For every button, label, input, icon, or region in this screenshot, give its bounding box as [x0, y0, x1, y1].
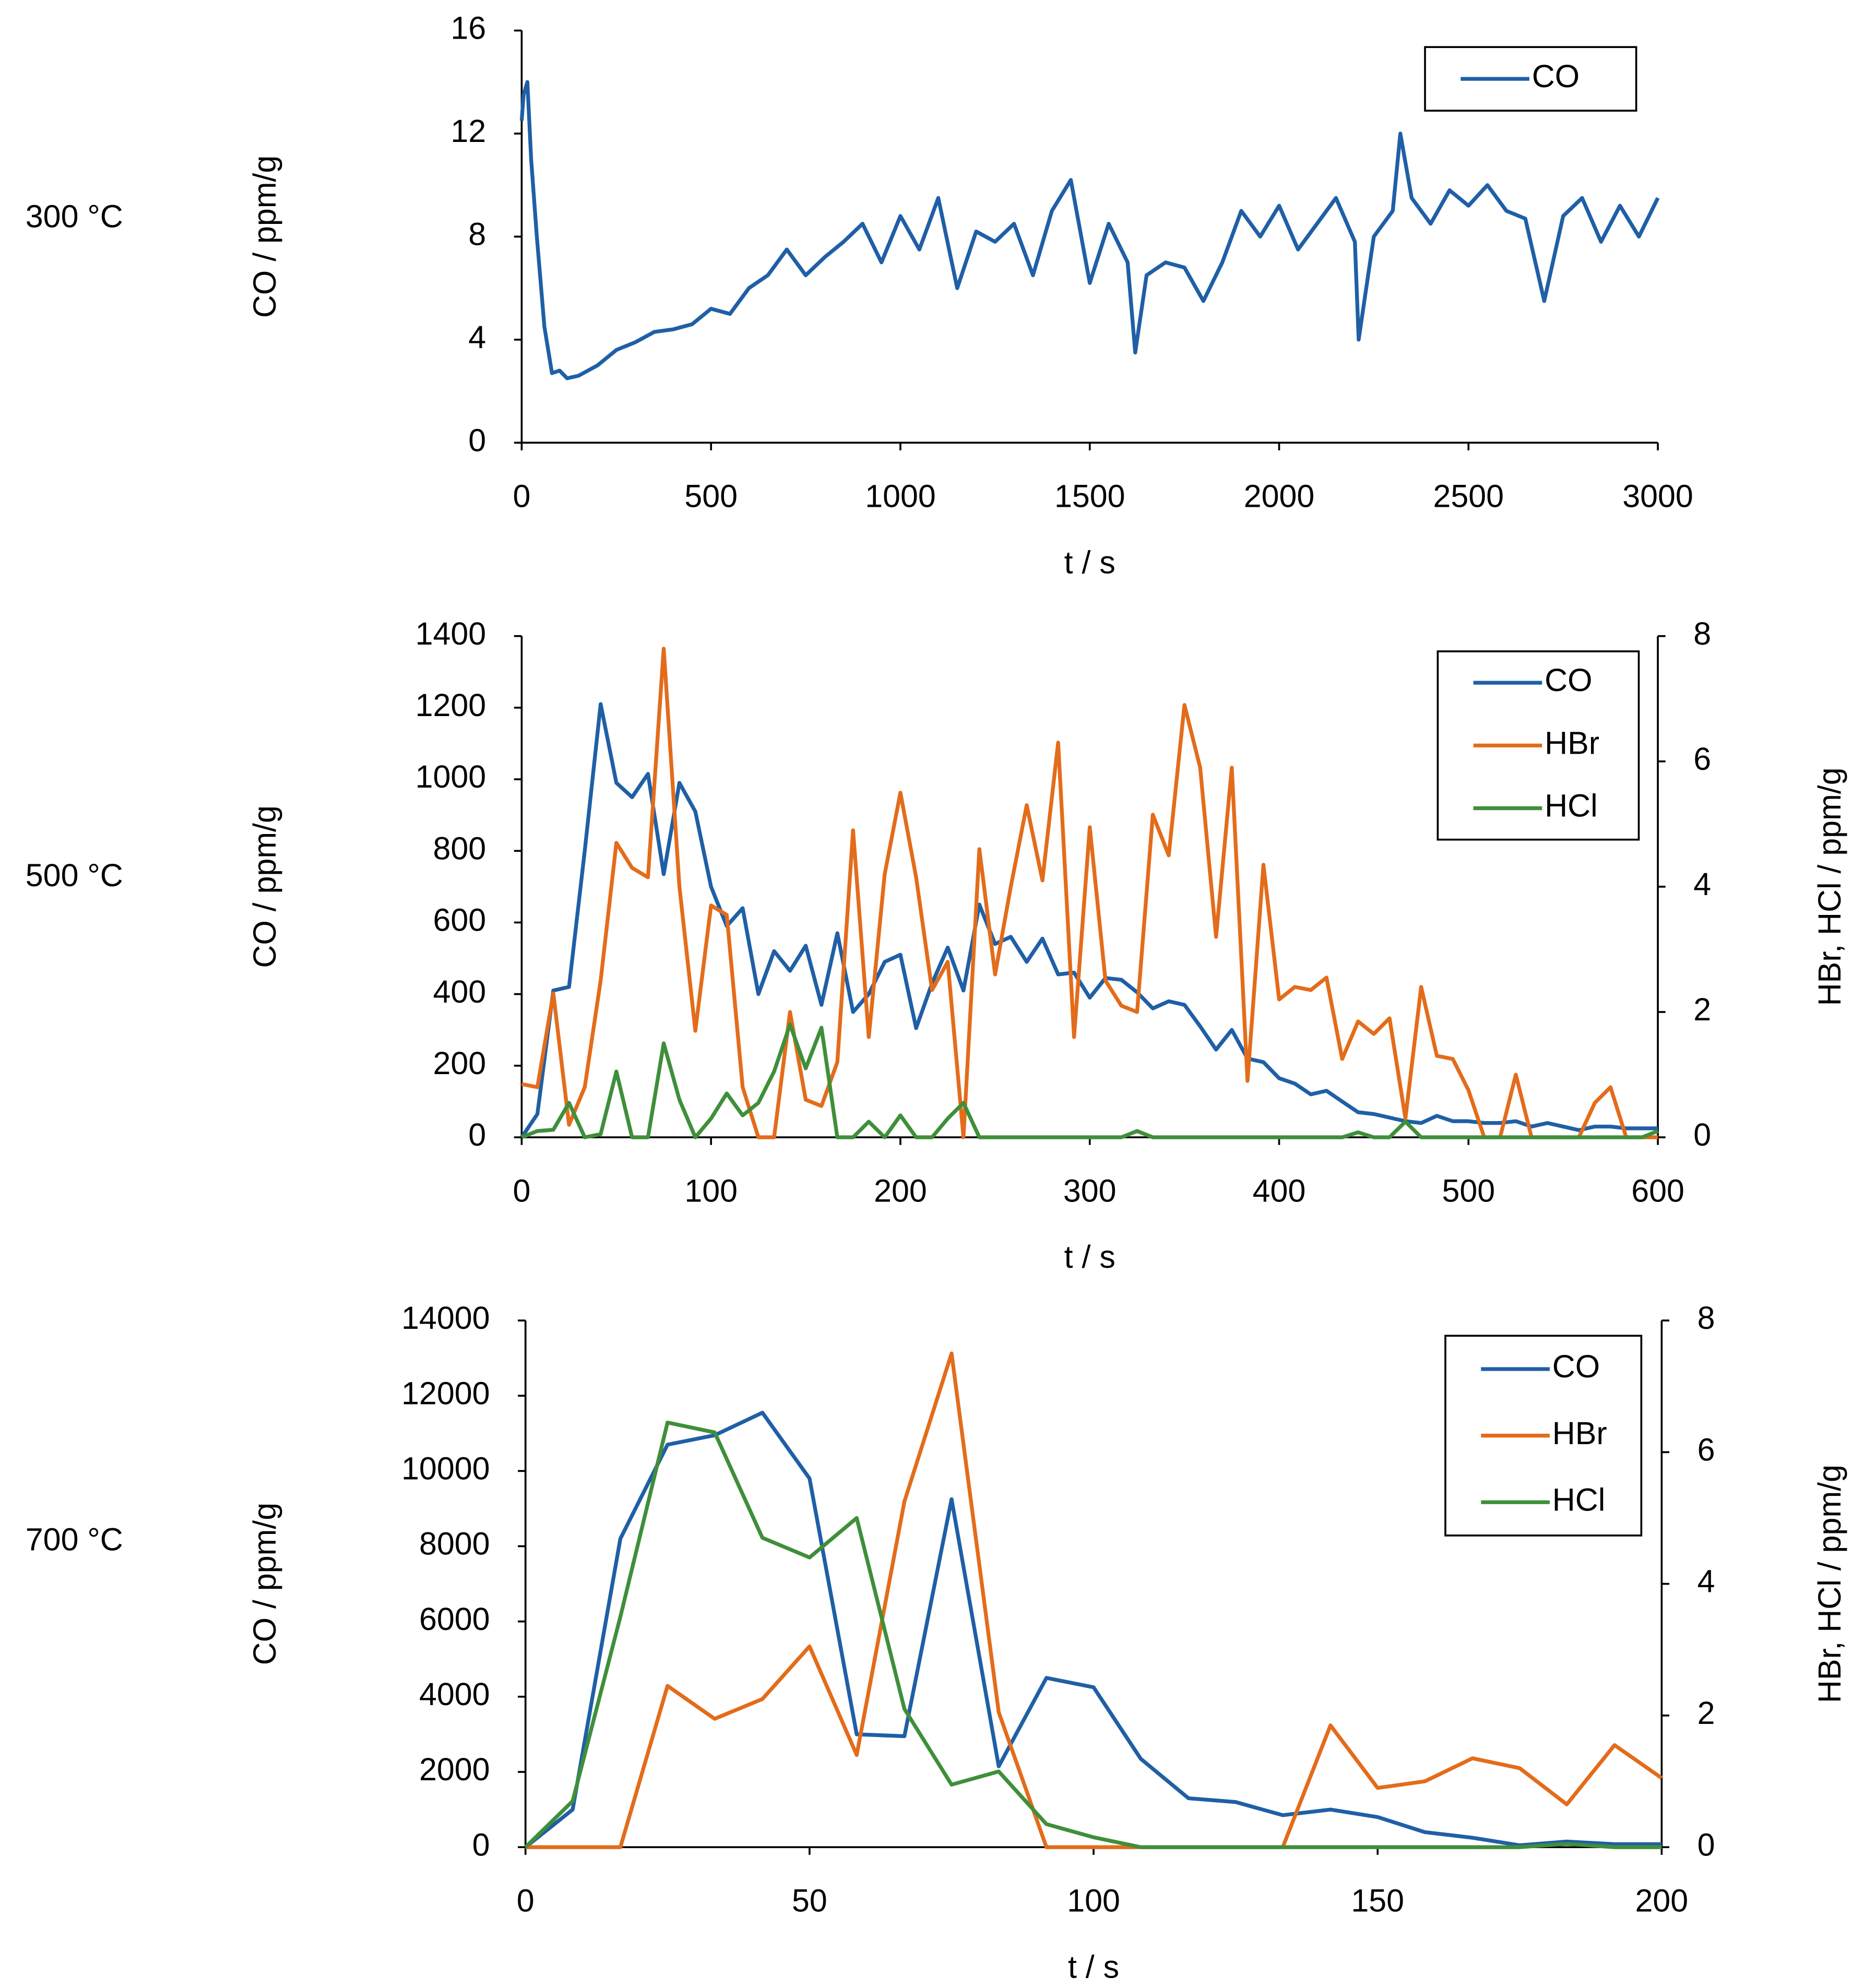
x-tick-label: 50: [792, 1883, 827, 1919]
y-tick-label: 16: [450, 10, 486, 46]
y-tick-label: 1200: [415, 687, 486, 723]
y2-tick-label: 2: [1697, 1695, 1715, 1731]
x-tick-label: 200: [1635, 1883, 1689, 1919]
y2-tick-label: 4: [1697, 1564, 1715, 1599]
series-line: [524, 1420, 1662, 1849]
x-tick-label: 100: [684, 1173, 738, 1208]
y-axis-label: CO / ppm/g: [247, 156, 282, 318]
x-tick-label: 2000: [1244, 479, 1315, 514]
legend-box: [1424, 46, 1637, 112]
x-axis-label: t / s: [1068, 1949, 1119, 1984]
y2-axis-label: HBr, HCl / ppm/g: [1812, 1465, 1847, 1703]
y2-tick-label: 6: [1697, 1432, 1715, 1467]
y-tick-label: 800: [433, 830, 486, 866]
series-line: [519, 80, 1660, 380]
y-tick-label: 200: [433, 1045, 486, 1081]
y-axis-label: CO / ppm/g: [247, 1503, 282, 1665]
y-tick-label: 8000: [419, 1526, 490, 1562]
x-axis-label: t / s: [1064, 544, 1115, 580]
x-tick-label: 400: [1253, 1173, 1306, 1208]
legend-label: HBr: [1545, 725, 1599, 760]
y-tick-label: 400: [433, 974, 486, 1009]
y2-axis-label: HBr, HCl / ppm/g: [1812, 767, 1847, 1006]
x-tick-label: 100: [1067, 1883, 1120, 1919]
legend-label: HCl: [1545, 788, 1598, 824]
y-tick-label: 12000: [401, 1375, 490, 1411]
x-tick-label: 0: [513, 1173, 530, 1208]
series-line: [525, 1351, 1663, 1849]
y-tick-label: 14000: [401, 1300, 490, 1336]
y2-tick-label: 8: [1693, 616, 1711, 651]
x-tick-label: 300: [1063, 1173, 1117, 1208]
series-line: [521, 1022, 1659, 1139]
y2-tick-label: 0: [1693, 1117, 1711, 1152]
legend-label: HCl: [1552, 1482, 1606, 1517]
legend-label: CO: [1545, 662, 1592, 698]
y2-tick-label: 0: [1697, 1827, 1715, 1862]
y-tick-label: 1000: [415, 759, 486, 794]
y-tick-label: 4000: [419, 1676, 490, 1712]
x-tick-label: 1500: [1054, 479, 1125, 514]
legend-label: HBr: [1552, 1415, 1607, 1451]
legend-label: CO: [1552, 1349, 1600, 1384]
series-line: [520, 702, 1658, 1139]
y-tick-label: 600: [433, 902, 486, 938]
y-tick-label: 0: [468, 422, 486, 458]
y-tick-label: 12: [450, 113, 486, 149]
y-tick-label: 4: [468, 319, 486, 355]
x-axis-label: t / s: [1064, 1239, 1115, 1275]
y-tick-label: 0: [472, 1827, 490, 1862]
x-tick-label: 2500: [1433, 479, 1504, 514]
y-tick-label: 10000: [401, 1450, 490, 1486]
y2-tick-label: 6: [1693, 741, 1711, 777]
panel-label: 700 °C: [26, 1521, 123, 1557]
legend-label: CO: [1532, 58, 1580, 94]
y-tick-label: 2000: [419, 1752, 490, 1787]
series-line: [521, 647, 1658, 1139]
x-tick-label: 3000: [1622, 479, 1693, 514]
x-tick-label: 150: [1351, 1883, 1404, 1919]
x-tick-label: 0: [517, 1883, 535, 1919]
x-tick-label: 600: [1631, 1173, 1684, 1208]
x-tick-label: 1000: [865, 479, 936, 514]
panel-label: 500 °C: [26, 858, 123, 893]
x-tick-label: 200: [874, 1173, 927, 1208]
panel-label: 300 °C: [26, 198, 123, 234]
y2-tick-label: 8: [1697, 1300, 1715, 1336]
x-tick-label: 0: [513, 479, 530, 514]
y-tick-label: 0: [468, 1117, 486, 1152]
y-axis-label: CO / ppm/g: [247, 805, 282, 968]
y2-tick-label: 4: [1693, 866, 1711, 902]
y-tick-label: 8: [468, 216, 486, 252]
y-tick-label: 1400: [415, 616, 486, 651]
y-tick-label: 6000: [419, 1601, 490, 1637]
x-tick-label: 500: [684, 479, 738, 514]
x-tick-label: 500: [1442, 1173, 1495, 1208]
y2-tick-label: 2: [1693, 992, 1711, 1027]
